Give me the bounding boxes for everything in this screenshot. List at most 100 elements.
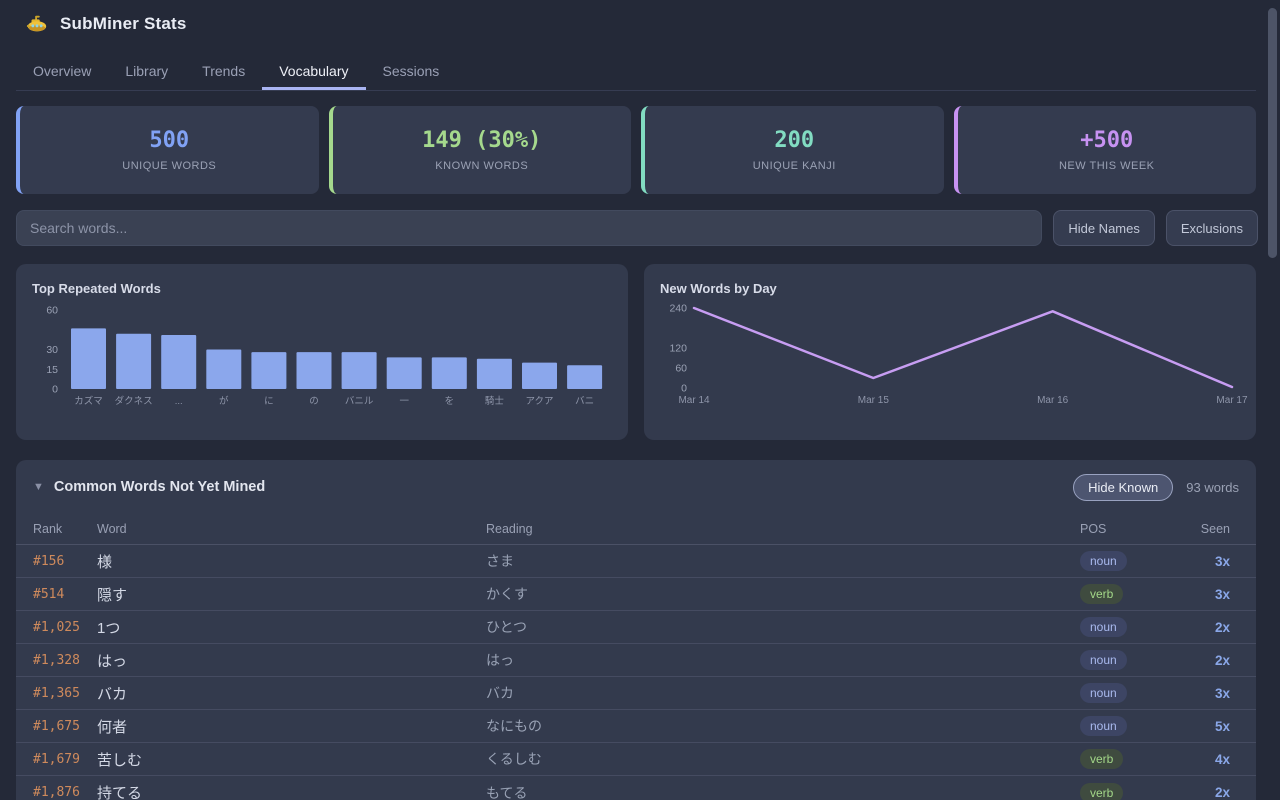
bar-chart-card: 60 30 15 0 カズマ ダクネス... が に の バニル 一 を 騎士 アクア バニ Top Rep… [16,264,628,440]
pos-badge: noun [1080,617,1127,637]
line-chart-card: 240 120 60 0 Mar 14 Mar 15 Mar 16 Mar 17 New Wo… [644,264,1256,440]
column-header-word: Word [97,522,127,536]
exclusions-button[interactable]: Exclusions [1165,210,1258,246]
pos-badge: verb [1080,749,1124,769]
reading-cell: なにもの [486,718,542,734]
stat-label: KNOWN WORDS [435,160,529,172]
section-title-wrap: ▼ Common Words Not Yet Mined [33,479,265,495]
line-chart-title: New Words by Day [660,281,777,296]
header: SubMiner Stats [26,13,187,35]
reading-cell: くるしむ [486,751,542,767]
table-row[interactable]: #514 隠す かくす verb 3x [16,578,1256,611]
common-words-section: ▼ Common Words Not Yet Mined Hide Known … [16,460,1256,800]
line-ytick: 0 [681,383,687,395]
tab-label: Sessions [382,62,440,79]
bar [116,333,152,389]
seen-cell: 2x [1214,619,1230,635]
word-cell: 隠す [97,586,128,604]
table-row[interactable]: #1,675 何者 なにもの noun 5x [16,710,1256,743]
stat-label: NEW THIS WEEK [1058,160,1155,172]
bar [522,362,557,389]
bar-xlabel: バニル [345,396,374,407]
seen-cell: 4x [1214,751,1230,767]
hide-known-button[interactable]: Hide Known [1073,473,1174,501]
stat-card-known-words: 149 (30%) KNOWN WORDS [328,106,631,194]
pos-badge: noun [1080,716,1127,736]
stat-label: UNIQUE KANJI [752,160,836,172]
pos-cell: noun [1080,650,1178,670]
pos-badge: noun [1080,551,1127,571]
bar-xlabel: が [219,395,229,407]
rank-cell: #1,679 [33,751,80,767]
pos-cell: verb [1080,782,1178,800]
seen-cell: 2x [1214,652,1230,668]
tab-trends[interactable]: Trends [185,54,262,90]
bar-xlabel: ... [175,396,183,407]
search-actions: Hide Names Exclusions [1053,210,1258,246]
stat-value: +500 [1080,128,1134,153]
section-title: Common Words Not Yet Mined [53,479,266,495]
table-row[interactable]: #1,365 バカ バカ noun 3x [16,677,1256,710]
column-header-pos: POS [1080,522,1107,536]
pos-badge: verb [1080,584,1124,604]
section-header-right: Hide Known 93 words [1073,473,1239,501]
bar [386,357,422,389]
bar [71,328,106,389]
table-row[interactable]: #156 様 さま noun 3x [16,545,1256,578]
reading-cell: バカ [486,685,514,701]
line-xlabel: Mar 15 [858,395,890,406]
table-row[interactable]: #1,876 持てる もてる verb 2x [16,776,1256,800]
rank-cell: #1,328 [33,652,80,668]
bar-xlabel: バニ [575,396,594,407]
rank-cell: #1,025 [33,619,80,635]
column-header-seen: Seen [1200,522,1230,536]
column-header-rank: Rank [33,522,63,536]
pos-cell: noun [1080,617,1178,637]
reading-cell: もてる [486,784,528,800]
stat-value: 149 (30%) [422,128,542,153]
stat-label: UNIQUE WORDS [122,160,217,172]
hide-names-button[interactable]: Hide Names [1053,210,1155,246]
reading-cell: かくす [486,586,528,602]
bar-xlabel: カズマ [74,395,103,407]
bar-ytick: 15 [46,364,58,376]
column-header-reading: Reading [486,522,533,536]
collapse-caret-icon[interactable]: ▼ [33,481,44,493]
rank-cell: #514 [33,586,65,602]
table-row[interactable]: #1,679 苦しむ くるしむ verb 4x [16,743,1256,776]
bar [206,349,242,389]
pos-cell: verb [1080,584,1178,604]
pos-badge: verb [1080,782,1124,800]
tab-label: Library [125,62,169,79]
bar-xlabel: ダクネス [115,395,153,407]
table-row[interactable]: #1,328 はっ はっ noun 2x [16,644,1256,677]
search-input[interactable] [16,210,1043,246]
scrollbar-thumb[interactable] [1268,8,1277,258]
line-ytick: 240 [669,303,687,315]
bar-xlabel: 騎士 [485,395,505,407]
table-header-row: Rank Word Reading POS Seen [16,514,1256,545]
pos-badge: noun [1080,650,1127,670]
tab-label: Vocabulary [279,62,349,79]
seen-cell: 3x [1214,685,1230,701]
tab-bar: Overview Library Trends Vocabulary Sessions [16,54,1256,91]
tab-overview[interactable]: Overview [16,54,108,90]
section-header: ▼ Common Words Not Yet Mined Hide Known … [16,460,1256,514]
seen-cell: 2x [1214,785,1230,800]
word-cell: 様 [97,553,113,571]
bar-ytick: 30 [46,344,58,356]
tab-library[interactable]: Library [108,54,185,90]
tab-sessions[interactable]: Sessions [366,54,457,90]
table-row[interactable]: #1,025 1つ ひとつ noun 2x [16,611,1256,644]
stat-card-unique-words: 500 UNIQUE WORDS [16,106,319,194]
bar [341,352,377,389]
bar-xlabel: の [309,396,319,407]
tab-vocabulary[interactable]: Vocabulary [262,54,366,90]
word-count: 93 words [1186,479,1239,495]
word-cell: 1つ [97,619,121,637]
stat-value: 500 [149,128,190,153]
pos-cell: verb [1080,749,1178,769]
word-cell: 苦しむ [97,751,143,769]
bar-chart-svg: 60 30 15 0 カズマ ダクネス... が に の バニル 一 を 騎士 アクア バニ [46,305,603,407]
